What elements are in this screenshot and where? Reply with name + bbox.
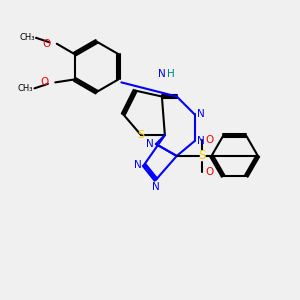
Text: N: N bbox=[134, 160, 142, 170]
Text: CH₃: CH₃ bbox=[19, 33, 35, 42]
Text: N: N bbox=[158, 69, 166, 79]
Text: S: S bbox=[198, 149, 206, 162]
Text: N: N bbox=[152, 182, 160, 192]
Text: O: O bbox=[205, 167, 214, 177]
Text: N: N bbox=[146, 139, 154, 149]
Text: CH₃: CH₃ bbox=[18, 84, 33, 93]
Text: O: O bbox=[205, 135, 214, 145]
Text: O: O bbox=[41, 77, 49, 87]
Text: N: N bbox=[197, 109, 204, 119]
Text: N: N bbox=[197, 136, 204, 146]
Text: H: H bbox=[167, 69, 175, 79]
Text: O: O bbox=[42, 39, 50, 49]
Text: S: S bbox=[137, 130, 145, 140]
